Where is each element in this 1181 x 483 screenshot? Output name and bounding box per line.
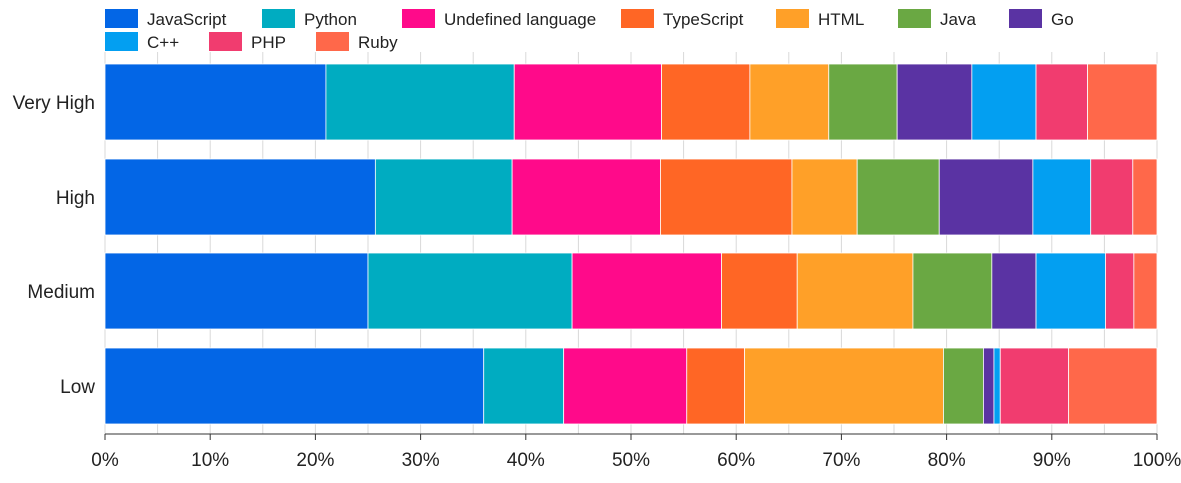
legend-item-java: Java <box>898 9 976 29</box>
bar-segment-medium-python <box>367 252 573 330</box>
y-tick-label: Very High <box>13 93 95 114</box>
legend-label: JavaScript <box>147 10 227 29</box>
legend-label: TypeScript <box>663 10 744 29</box>
x-tick-label: 90% <box>1033 450 1071 471</box>
legend-swatch <box>621 9 654 28</box>
bar-segment-very-high-ruby <box>1087 63 1158 141</box>
bar-segment-high-java <box>856 158 940 236</box>
bar-segment-high-html <box>791 158 858 236</box>
legend-item-go: Go <box>1009 9 1074 29</box>
legend-item-cpp: C++ <box>105 32 179 52</box>
bar-segment-very-high-python <box>325 63 515 141</box>
bars <box>104 63 1158 425</box>
legend-label: HTML <box>818 10 864 29</box>
bar-segment-very-high-typescript <box>661 63 751 141</box>
x-axis: 0% 10% 20% 30% 40% 50% 60% 70% 80% 90% 100% <box>91 433 1181 471</box>
bar-segment-high-python <box>374 158 513 236</box>
bar-segment-very-high-javascript <box>104 63 327 141</box>
x-tick-label: 30% <box>402 450 440 471</box>
legend-swatch <box>898 9 931 28</box>
legend-item-javascript: JavaScript <box>105 9 227 29</box>
legend-label: PHP <box>251 33 286 52</box>
bar-segment-low-go <box>983 347 995 425</box>
legend-swatch <box>402 9 435 28</box>
bar-segment-high-undefined-language <box>511 158 661 236</box>
legend-label: Undefined language <box>444 10 596 29</box>
bar-segment-medium-javascript <box>104 252 369 330</box>
bar-segment-high-go <box>938 158 1034 236</box>
legend-item-php: PHP <box>209 32 286 52</box>
legend-swatch <box>776 9 809 28</box>
y-tick-label: Low <box>60 377 95 398</box>
bar-segment-low-java <box>943 347 984 425</box>
x-tick-label: 0% <box>91 450 119 471</box>
legend-label: Python <box>304 10 357 29</box>
x-tick-label: 70% <box>822 450 860 471</box>
bar-segment-medium-undefined-language <box>571 252 722 330</box>
bar-segment-medium-cpp <box>1035 252 1106 330</box>
y-axis: Very High High Medium Low <box>13 93 96 398</box>
y-tick-label: Medium <box>27 282 95 303</box>
bar-segment-low-python <box>483 347 565 425</box>
bar-segment-low-html <box>744 347 944 425</box>
legend-swatch <box>105 32 138 51</box>
x-tick-label: 50% <box>612 450 650 471</box>
bar-segment-medium-java <box>912 252 993 330</box>
legend-item-typescript: TypeScript <box>621 9 744 29</box>
bar-segment-medium-ruby <box>1133 252 1158 330</box>
x-tick-label: 40% <box>507 450 545 471</box>
legend-swatch <box>1009 9 1042 28</box>
bar-segment-very-high-cpp <box>971 63 1037 141</box>
legend-swatch <box>316 32 349 51</box>
bar-segment-high-javascript <box>104 158 376 236</box>
bar-segment-very-high-java <box>828 63 898 141</box>
legend-item-html: HTML <box>776 9 864 29</box>
legend-item-ruby: Ruby <box>316 32 398 52</box>
x-tick-label: 80% <box>928 450 966 471</box>
bar-segment-low-typescript <box>686 347 746 425</box>
bar-segment-low-php <box>999 347 1070 425</box>
bar-segment-very-high-html <box>749 63 830 141</box>
bar-segment-medium-php <box>1105 252 1135 330</box>
legend-label: Java <box>940 10 976 29</box>
legend-label: Ruby <box>358 33 398 52</box>
bar-segment-low-cpp <box>993 347 1001 425</box>
bar-segment-high-php <box>1090 158 1134 236</box>
legend-label: Go <box>1051 10 1074 29</box>
legend-item-undefined-language: Undefined language <box>402 9 596 29</box>
legend-item-python: Python <box>262 9 357 29</box>
bar-segment-medium-typescript <box>721 252 798 330</box>
x-tick-label: 60% <box>717 450 755 471</box>
bar-segment-medium-html <box>796 252 914 330</box>
bar-segment-medium-go <box>991 252 1037 330</box>
x-tick-label: 20% <box>296 450 334 471</box>
x-tick-label: 100% <box>1133 450 1181 471</box>
bar-segment-high-typescript <box>660 158 793 236</box>
bar-segment-high-ruby <box>1132 158 1158 236</box>
legend-swatch <box>105 9 138 28</box>
bar-segment-low-undefined-language <box>563 347 688 425</box>
legend-swatch <box>209 32 242 51</box>
legend-label: C++ <box>147 33 179 52</box>
bar-segment-very-high-go <box>896 63 973 141</box>
bar-segment-very-high-php <box>1035 63 1088 141</box>
x-tick-label: 10% <box>191 450 229 471</box>
y-tick-label: High <box>56 188 95 209</box>
bar-segment-low-javascript <box>104 347 485 425</box>
bar-segment-low-ruby <box>1068 347 1158 425</box>
bar-segment-very-high-undefined-language <box>513 63 662 141</box>
bar-segment-high-cpp <box>1032 158 1092 236</box>
legend-swatch <box>262 9 295 28</box>
legend: JavaScript Python Undefined language TypeSc… <box>105 9 1074 52</box>
